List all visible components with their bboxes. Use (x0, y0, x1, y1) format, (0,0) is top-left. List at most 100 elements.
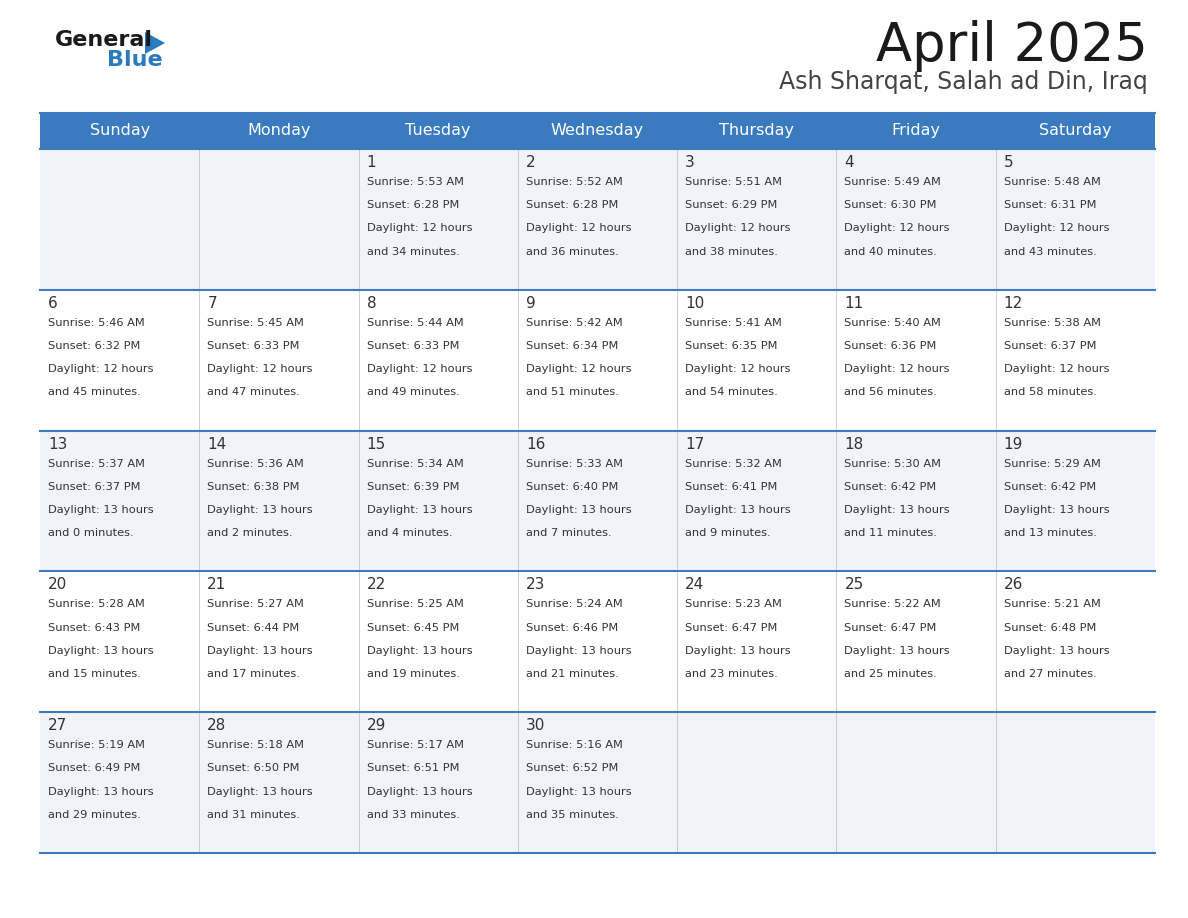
Text: Sunset: 6:41 PM: Sunset: 6:41 PM (685, 482, 777, 492)
Text: Daylight: 13 hours: Daylight: 13 hours (685, 505, 791, 515)
Text: Sunrise: 5:19 AM: Sunrise: 5:19 AM (48, 740, 145, 750)
Text: Daylight: 12 hours: Daylight: 12 hours (367, 364, 472, 375)
Text: Daylight: 13 hours: Daylight: 13 hours (526, 646, 632, 655)
Text: and 54 minutes.: and 54 minutes. (685, 387, 778, 397)
Text: 13: 13 (48, 437, 68, 452)
Text: Sunrise: 5:32 AM: Sunrise: 5:32 AM (685, 459, 782, 468)
Text: Sunrise: 5:21 AM: Sunrise: 5:21 AM (1004, 599, 1100, 610)
Text: 14: 14 (207, 437, 227, 452)
Text: Daylight: 12 hours: Daylight: 12 hours (526, 223, 631, 233)
Text: 18: 18 (845, 437, 864, 452)
Text: Daylight: 13 hours: Daylight: 13 hours (845, 505, 950, 515)
Text: Saturday: Saturday (1040, 124, 1112, 139)
Text: Sunset: 6:40 PM: Sunset: 6:40 PM (526, 482, 618, 492)
Text: Sunset: 6:37 PM: Sunset: 6:37 PM (1004, 341, 1097, 351)
Text: Blue: Blue (107, 50, 163, 70)
Text: and 13 minutes.: and 13 minutes. (1004, 528, 1097, 538)
Text: and 15 minutes.: and 15 minutes. (48, 669, 141, 679)
Text: Sunset: 6:48 PM: Sunset: 6:48 PM (1004, 622, 1097, 633)
Text: 12: 12 (1004, 296, 1023, 311)
Text: Daylight: 13 hours: Daylight: 13 hours (207, 787, 312, 797)
Text: Sunset: 6:47 PM: Sunset: 6:47 PM (685, 622, 777, 633)
Text: 4: 4 (845, 155, 854, 170)
Text: Sunrise: 5:38 AM: Sunrise: 5:38 AM (1004, 318, 1101, 328)
Text: Daylight: 12 hours: Daylight: 12 hours (1004, 364, 1110, 375)
Text: Sunset: 6:28 PM: Sunset: 6:28 PM (367, 200, 459, 210)
Text: and 47 minutes.: and 47 minutes. (207, 387, 301, 397)
Text: Sunset: 6:51 PM: Sunset: 6:51 PM (367, 764, 459, 774)
Text: Sunrise: 5:25 AM: Sunrise: 5:25 AM (367, 599, 463, 610)
Text: 9: 9 (526, 296, 536, 311)
Text: and 58 minutes.: and 58 minutes. (1004, 387, 1097, 397)
Text: and 27 minutes.: and 27 minutes. (1004, 669, 1097, 679)
Text: Sunset: 6:52 PM: Sunset: 6:52 PM (526, 764, 618, 774)
Text: 24: 24 (685, 577, 704, 592)
Text: Sunrise: 5:24 AM: Sunrise: 5:24 AM (526, 599, 623, 610)
Text: and 23 minutes.: and 23 minutes. (685, 669, 778, 679)
Text: Sunrise: 5:48 AM: Sunrise: 5:48 AM (1004, 177, 1100, 187)
Text: and 51 minutes.: and 51 minutes. (526, 387, 619, 397)
Text: Thursday: Thursday (719, 124, 795, 139)
Text: Sunset: 6:29 PM: Sunset: 6:29 PM (685, 200, 777, 210)
Text: Sunrise: 5:52 AM: Sunrise: 5:52 AM (526, 177, 623, 187)
Text: Daylight: 13 hours: Daylight: 13 hours (207, 646, 312, 655)
Bar (40, 712, 1155, 853)
Text: and 7 minutes.: and 7 minutes. (526, 528, 612, 538)
Text: Sunset: 6:49 PM: Sunset: 6:49 PM (48, 764, 140, 774)
Text: Sunrise: 5:42 AM: Sunrise: 5:42 AM (526, 318, 623, 328)
Text: Sunrise: 5:45 AM: Sunrise: 5:45 AM (207, 318, 304, 328)
Text: Sunrise: 5:36 AM: Sunrise: 5:36 AM (207, 459, 304, 468)
Text: 26: 26 (1004, 577, 1023, 592)
Text: 8: 8 (367, 296, 377, 311)
Text: Sunrise: 5:33 AM: Sunrise: 5:33 AM (526, 459, 623, 468)
Text: Daylight: 13 hours: Daylight: 13 hours (1004, 646, 1110, 655)
Text: 1: 1 (367, 155, 377, 170)
Text: 25: 25 (845, 577, 864, 592)
Text: Daylight: 13 hours: Daylight: 13 hours (1004, 505, 1110, 515)
Text: Sunrise: 5:16 AM: Sunrise: 5:16 AM (526, 740, 623, 750)
Text: Daylight: 12 hours: Daylight: 12 hours (1004, 223, 1110, 233)
Bar (40, 431, 1155, 571)
Text: and 49 minutes.: and 49 minutes. (367, 387, 460, 397)
Text: Wednesday: Wednesday (551, 124, 644, 139)
Text: Sunrise: 5:51 AM: Sunrise: 5:51 AM (685, 177, 782, 187)
Text: Sunset: 6:28 PM: Sunset: 6:28 PM (526, 200, 618, 210)
Text: and 33 minutes.: and 33 minutes. (367, 810, 460, 820)
Text: Sunrise: 5:30 AM: Sunrise: 5:30 AM (845, 459, 941, 468)
Text: Daylight: 13 hours: Daylight: 13 hours (48, 646, 153, 655)
Text: Daylight: 12 hours: Daylight: 12 hours (845, 223, 950, 233)
Text: Daylight: 12 hours: Daylight: 12 hours (526, 364, 631, 375)
Text: Sunrise: 5:37 AM: Sunrise: 5:37 AM (48, 459, 145, 468)
Text: Sunset: 6:33 PM: Sunset: 6:33 PM (367, 341, 459, 351)
Text: and 11 minutes.: and 11 minutes. (845, 528, 937, 538)
Text: Daylight: 13 hours: Daylight: 13 hours (526, 787, 632, 797)
Text: Monday: Monday (247, 124, 311, 139)
Text: and 0 minutes.: and 0 minutes. (48, 528, 133, 538)
Text: 19: 19 (1004, 437, 1023, 452)
Text: Sunset: 6:46 PM: Sunset: 6:46 PM (526, 622, 618, 633)
Text: Sunset: 6:44 PM: Sunset: 6:44 PM (207, 622, 299, 633)
Text: Sunset: 6:34 PM: Sunset: 6:34 PM (526, 341, 618, 351)
Text: and 34 minutes.: and 34 minutes. (367, 247, 460, 257)
Text: 27: 27 (48, 718, 68, 733)
Text: Daylight: 12 hours: Daylight: 12 hours (207, 364, 312, 375)
Text: Sunrise: 5:34 AM: Sunrise: 5:34 AM (367, 459, 463, 468)
Text: Daylight: 12 hours: Daylight: 12 hours (845, 364, 950, 375)
Text: 20: 20 (48, 577, 68, 592)
Text: and 21 minutes.: and 21 minutes. (526, 669, 619, 679)
Text: Tuesday: Tuesday (405, 124, 470, 139)
Text: Sunrise: 5:23 AM: Sunrise: 5:23 AM (685, 599, 782, 610)
Text: 6: 6 (48, 296, 58, 311)
Text: and 45 minutes.: and 45 minutes. (48, 387, 140, 397)
Text: Sunrise: 5:22 AM: Sunrise: 5:22 AM (845, 599, 941, 610)
Text: Daylight: 13 hours: Daylight: 13 hours (207, 505, 312, 515)
Text: and 35 minutes.: and 35 minutes. (526, 810, 619, 820)
Bar (40, 571, 1155, 712)
Text: Sunrise: 5:40 AM: Sunrise: 5:40 AM (845, 318, 941, 328)
Text: Sunrise: 5:17 AM: Sunrise: 5:17 AM (367, 740, 463, 750)
Text: and 56 minutes.: and 56 minutes. (845, 387, 937, 397)
Bar (40, 113, 1155, 149)
Bar (40, 149, 1155, 290)
Text: 2: 2 (526, 155, 536, 170)
Text: Daylight: 13 hours: Daylight: 13 hours (48, 787, 153, 797)
